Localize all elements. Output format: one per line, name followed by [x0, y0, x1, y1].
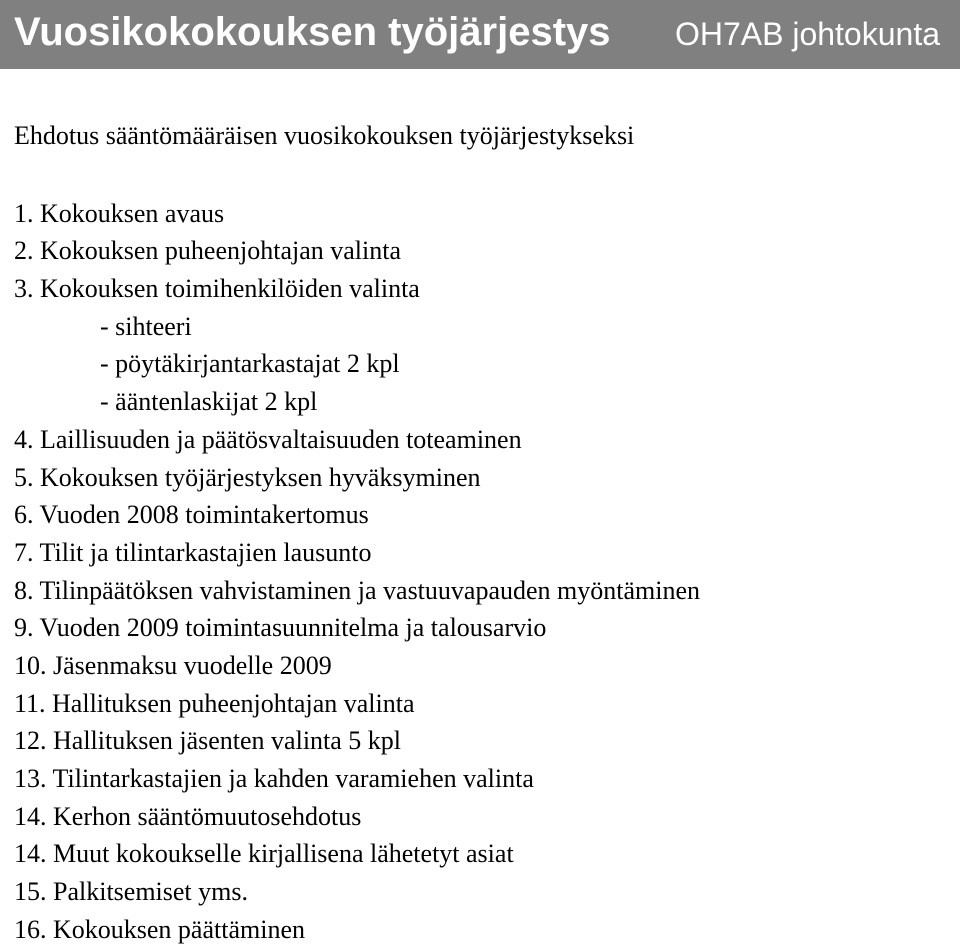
agenda-list: 1. Kokouksen avaus2. Kokouksen puheenjoh… [14, 195, 946, 948]
agenda-item: 13. Tilintarkastajien ja kahden varamieh… [14, 760, 946, 798]
agenda-item: 16. Kokouksen päättäminen [14, 911, 946, 948]
agenda-sub-item: - sihteeri [14, 308, 946, 346]
page-body: Ehdotus sääntömääräisen vuosikokouksen t… [0, 69, 960, 948]
agenda-item: 12. Hallituksen jäsenten valinta 5 kpl [14, 722, 946, 760]
agenda-item: 11. Hallituksen puheenjohtajan valinta [14, 685, 946, 723]
agenda-sub-item: - pöytäkirjantarkastajat 2 kpl [14, 345, 946, 383]
agenda-item: 8. Tilinpäätöksen vahvistaminen ja vastu… [14, 572, 946, 610]
agenda-item: 14. Kerhon sääntömuutosehdotus [14, 798, 946, 836]
agenda-item: 3. Kokouksen toimihenkilöiden valinta [14, 270, 946, 308]
agenda-item: 10. Jäsenmaksu vuodelle 2009 [14, 647, 946, 685]
page-header: Vuosikokokouksen työjärjestys OH7AB joht… [0, 0, 960, 69]
intro-text: Ehdotus sääntömääräisen vuosikokouksen t… [14, 117, 946, 155]
agenda-item: 1. Kokouksen avaus [14, 195, 946, 233]
page-subtitle: OH7AB johtokunta [675, 16, 940, 53]
agenda-item: 2. Kokouksen puheenjohtajan valinta [14, 232, 946, 270]
page-title: Vuosikokokouksen työjärjestys [14, 10, 611, 55]
agenda-item: 7. Tilit ja tilintarkastajien lausunto [14, 534, 946, 572]
agenda-item: 9. Vuoden 2009 toimintasuunnitelma ja ta… [14, 609, 946, 647]
document-page: Vuosikokokouksen työjärjestys OH7AB joht… [0, 0, 960, 856]
agenda-item: 14. Muut kokoukselle kirjallisena lähete… [14, 835, 946, 873]
agenda-item: 6. Vuoden 2008 toimintakertomus [14, 496, 946, 534]
agenda-item: 5. Kokouksen työjärjestyksen hyväksymine… [14, 459, 946, 497]
agenda-sub-item: - ääntenlaskijat 2 kpl [14, 383, 946, 421]
agenda-item: 4. Laillisuuden ja päätösvaltaisuuden to… [14, 421, 946, 459]
agenda-item: 15. Palkitsemiset yms. [14, 873, 946, 911]
